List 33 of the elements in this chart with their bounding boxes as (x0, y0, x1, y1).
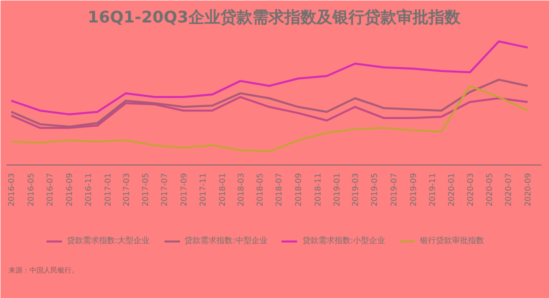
legend-label: 银行贷款审批指数 (420, 235, 484, 246)
x-tick-label: 2020-01 (447, 173, 456, 206)
x-tick-label: 2016-11 (84, 173, 94, 206)
x-tick-label: 2019-09 (408, 173, 418, 206)
x-tick-label: 2017-05 (140, 173, 150, 206)
x-tick-label: 2019-03 (351, 173, 360, 206)
x-tick-label: 2020-03 (466, 173, 475, 206)
x-tick-label: 2020-05 (485, 173, 494, 206)
x-tick-label: 2020-07 (504, 173, 514, 206)
x-tick-label: 2017-07 (160, 173, 170, 206)
x-tick-label: 2018-03 (236, 173, 246, 206)
x-tick-label: 2017-01 (103, 173, 112, 206)
x-tick-label: 2018-09 (294, 173, 304, 206)
x-tick-label: 2018-05 (256, 173, 265, 206)
legend-label: 贷款需求指数:大型企业 (67, 235, 150, 246)
x-tick-label: 2019-01 (332, 173, 342, 206)
x-tick-label: 2016-03 (7, 173, 16, 206)
x-tick-label: 2016-09 (64, 173, 74, 206)
x-tick-label: 2016-05 (26, 173, 36, 206)
x-tick-label: 2019-07 (389, 173, 398, 206)
legend-label: 贷款需求指数:小型企业 (302, 235, 386, 246)
x-tick-label: 2017-03 (122, 173, 131, 206)
x-tick-label: 2017-09 (180, 173, 189, 206)
chart-title: 16Q1-20Q3企业贷款需求指数及银行贷款审批指数 (88, 8, 462, 26)
x-tick-label: 2017-11 (198, 173, 208, 206)
x-tick-label: 2020-09 (524, 173, 533, 206)
x-tick-label: 2018-07 (274, 173, 284, 206)
x-tick-label: 2018-01 (218, 173, 227, 206)
legend-label: 贷款需求指数:中型企业 (184, 235, 268, 246)
x-tick-label: 2019-11 (428, 173, 437, 206)
x-tick-label: 2019-05 (370, 173, 380, 206)
x-tick-label: 2018-11 (313, 173, 322, 206)
x-tick-label: 2016-07 (46, 173, 55, 206)
